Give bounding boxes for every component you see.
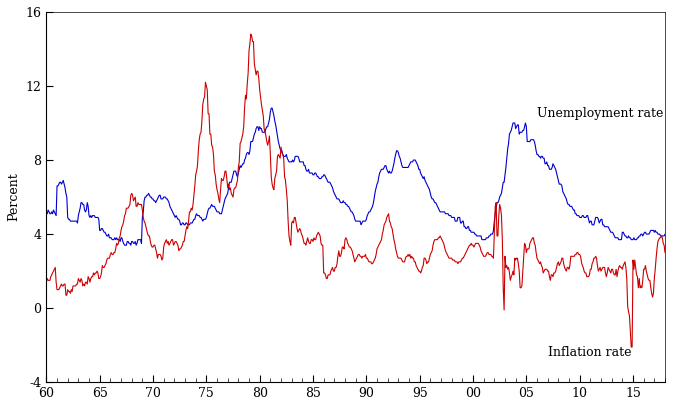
Text: Unemployment rate: Unemployment rate [537, 107, 663, 120]
Text: Inflation rate: Inflation rate [548, 346, 631, 359]
Y-axis label: Percent: Percent [7, 173, 20, 221]
